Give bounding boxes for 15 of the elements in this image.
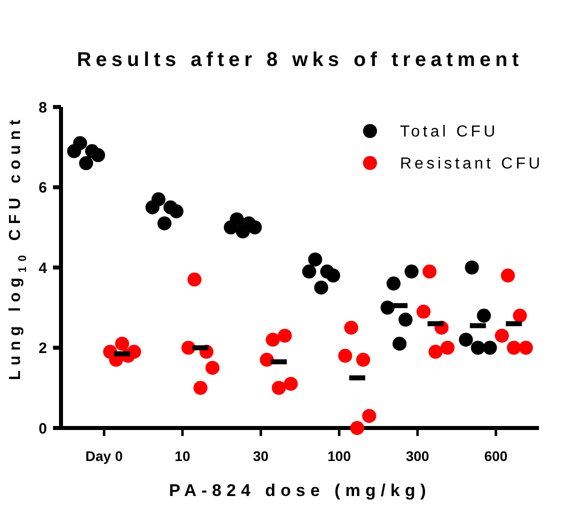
y-tick-label: 8 bbox=[38, 99, 47, 116]
legend-label: Resistant CFU bbox=[400, 156, 544, 173]
x-tick-label: 30 bbox=[253, 448, 269, 464]
chart-title: Results after 8 wks of treatment bbox=[76, 49, 524, 71]
y-tick-label: 6 bbox=[38, 180, 47, 196]
x-tick-label: 600 bbox=[484, 448, 508, 464]
x-tick-label: 10 bbox=[174, 448, 190, 464]
y-tick-label: 4 bbox=[38, 260, 48, 277]
x-tick-label: 300 bbox=[406, 448, 430, 464]
x-axis-title: PA-824 dose (mg/kg) bbox=[169, 481, 431, 500]
legend-label: Total CFU bbox=[400, 124, 498, 141]
y-tick-label: 0 bbox=[38, 420, 47, 438]
y-tick-label: 2 bbox=[38, 340, 47, 357]
x-tick-label: Day 0 bbox=[85, 448, 123, 464]
x-tick-label: 100 bbox=[328, 448, 352, 464]
